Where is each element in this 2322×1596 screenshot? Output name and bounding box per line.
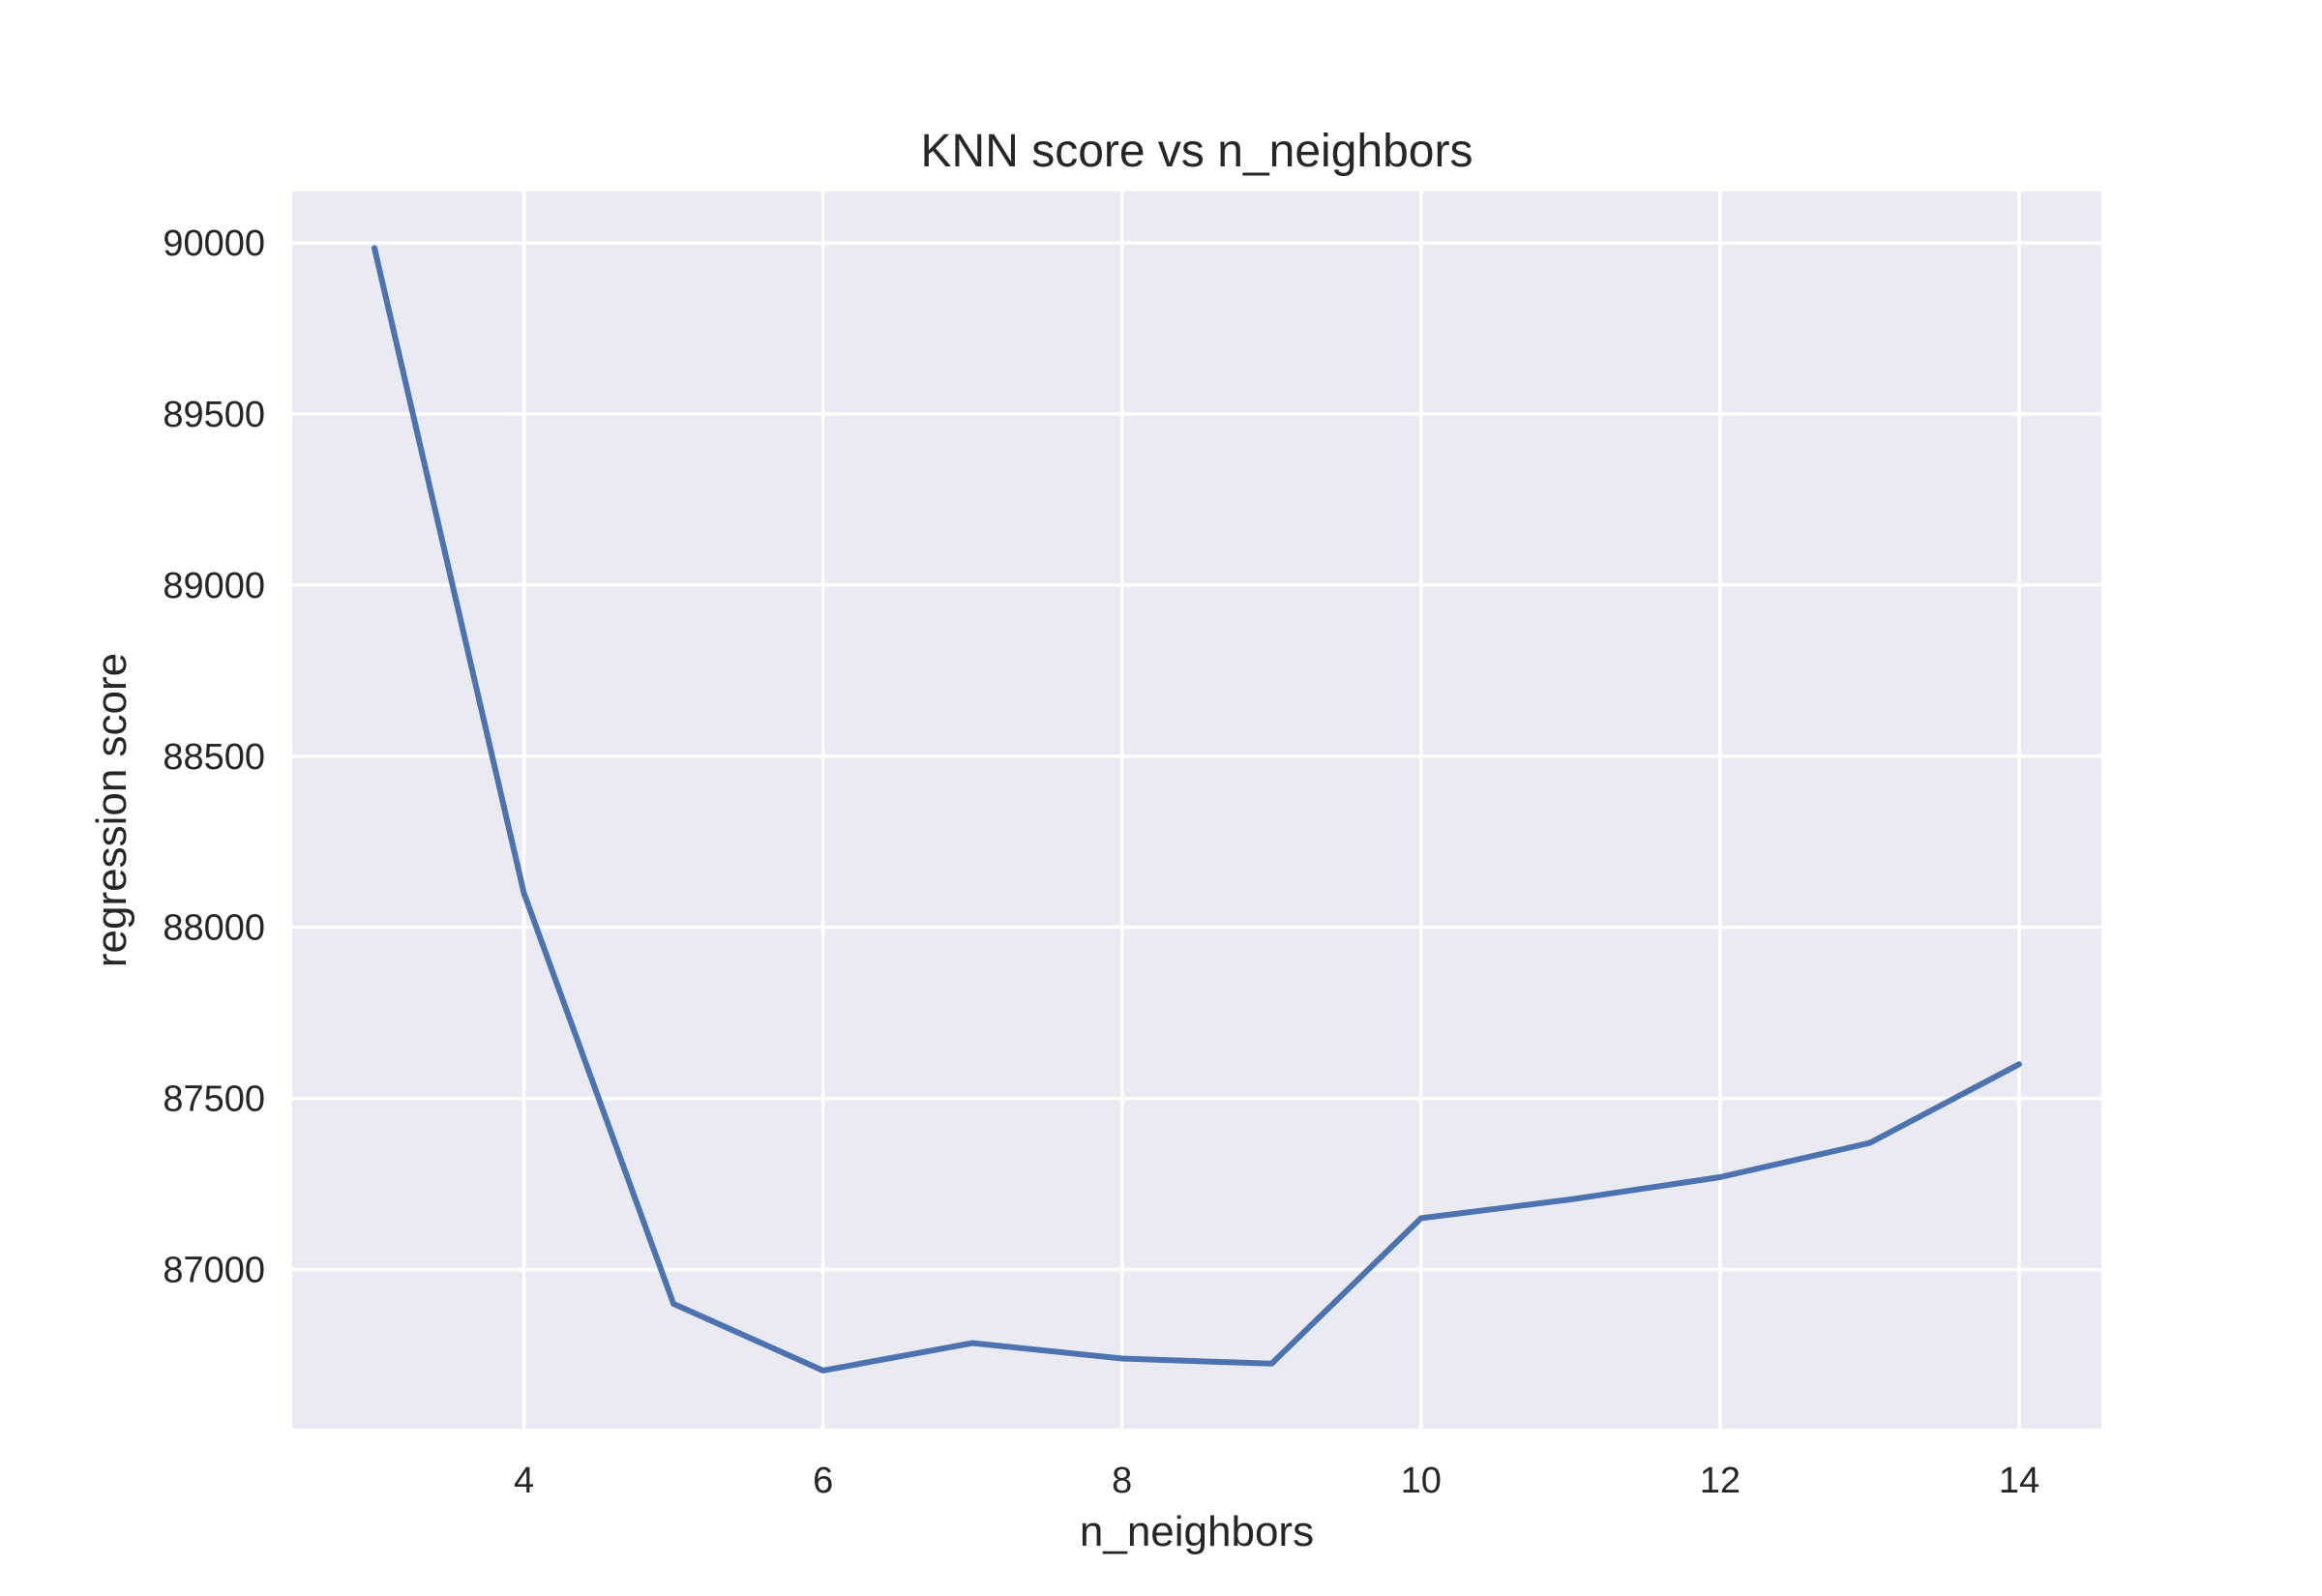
x-tick-label: 12 — [1700, 1461, 1741, 1501]
y-tick-label: 88000 — [163, 908, 265, 949]
x-tick-label: 14 — [1999, 1461, 2039, 1501]
x-gridlines — [521, 192, 2021, 1429]
x-tick-label: 6 — [813, 1461, 833, 1501]
series-layer — [372, 245, 2022, 1374]
y-tick-label: 87000 — [163, 1250, 265, 1290]
x-tick-labels: 4 6 8 10 12 14 — [514, 1461, 2039, 1501]
y-tick-label: 88500 — [163, 737, 265, 778]
x-tick-label: 4 — [514, 1461, 534, 1501]
series-line — [372, 245, 2022, 1374]
y-tick-labels: 87000 87500 88000 88500 89000 89500 90000 — [163, 223, 265, 1290]
x-tick-label: 10 — [1401, 1461, 1442, 1501]
plot-area — [292, 192, 2101, 1429]
y-tick-label: 90000 — [163, 223, 265, 264]
x-tick-label: 8 — [1112, 1461, 1132, 1501]
y-tick-label: 89000 — [163, 566, 265, 606]
y-tick-label: 89500 — [163, 395, 265, 435]
y-axis-label: regression score — [88, 653, 135, 967]
x-axis-label: n_neighbors — [1080, 1508, 1314, 1555]
chart-title: KNN score vs n_neighbors — [921, 126, 1474, 177]
y-gridlines — [292, 241, 2101, 1272]
y-tick-label: 87500 — [163, 1079, 265, 1120]
